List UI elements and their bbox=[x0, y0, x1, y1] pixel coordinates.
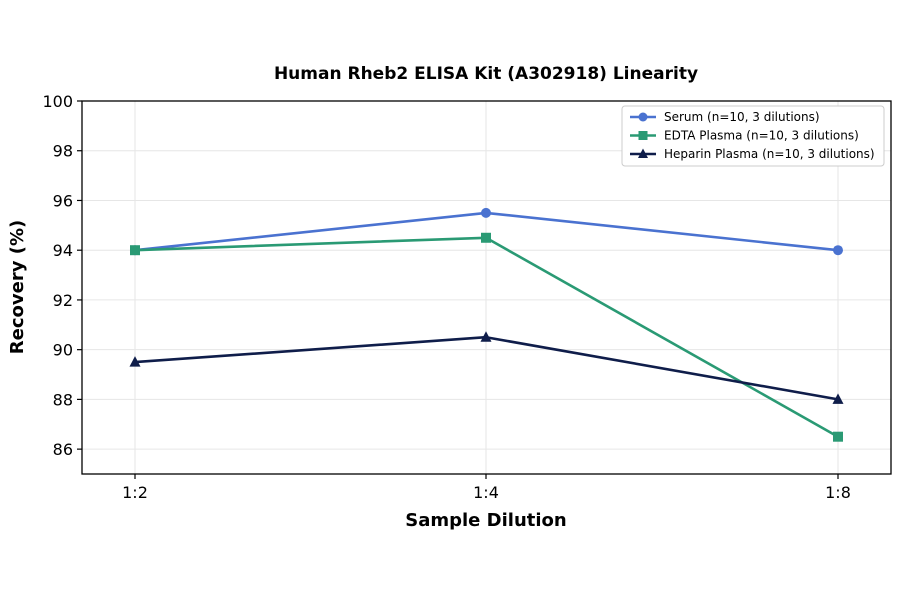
axis-ticks: 86 88 90 92 94 96 98 100 1:2 1:4 1:8 bbox=[42, 92, 850, 502]
data-point-s1-2 bbox=[833, 431, 843, 442]
y-tick-label: 100 bbox=[42, 92, 73, 111]
y-tick-label: 92 bbox=[53, 291, 73, 310]
legend: Serum (n=10, 3 dilutions) EDTA Plasma (n=… bbox=[621, 105, 885, 167]
data-point-s0-1 bbox=[481, 207, 491, 218]
y-tick-label: 96 bbox=[53, 191, 73, 210]
y-tick-label: 86 bbox=[53, 440, 73, 459]
legend-marker-1 bbox=[638, 131, 648, 140]
legend-label-2: Heparin Plasma (n=10, 3 dilutions) bbox=[664, 147, 875, 161]
data-point-s1-1 bbox=[481, 232, 491, 243]
legend-marker-2 bbox=[638, 148, 648, 158]
chart-title: Human Rheb2 ELISA Kit (A302918) Linearit… bbox=[274, 64, 698, 84]
x-tick-label: 1:8 bbox=[825, 483, 851, 502]
y-tick-label: 88 bbox=[53, 390, 73, 409]
y-tick-label: 90 bbox=[53, 341, 73, 360]
x-tick-label: 1:4 bbox=[473, 483, 499, 502]
data-point-s2-2 bbox=[832, 393, 844, 404]
data-point-s1-0 bbox=[130, 245, 140, 256]
legend-box bbox=[621, 105, 885, 167]
y-tick-label: 98 bbox=[53, 142, 73, 161]
x-tick-label: 1:2 bbox=[122, 483, 148, 502]
data-point-s2-0 bbox=[129, 356, 141, 367]
x-axis-label: Sample Dilution bbox=[405, 510, 566, 531]
legend-marker-0 bbox=[638, 112, 648, 122]
series-layer bbox=[129, 207, 844, 442]
legend-label-1: EDTA Plasma (n=10, 3 dilutions) bbox=[664, 129, 859, 143]
legend-label-0: Serum (n=10, 3 dilutions) bbox=[664, 110, 820, 124]
y-axis-label: Recovery (%) bbox=[7, 220, 28, 354]
y-tick-label: 94 bbox=[53, 241, 73, 260]
data-point-s0-2 bbox=[833, 245, 843, 256]
data-point-s2-1 bbox=[480, 331, 492, 342]
